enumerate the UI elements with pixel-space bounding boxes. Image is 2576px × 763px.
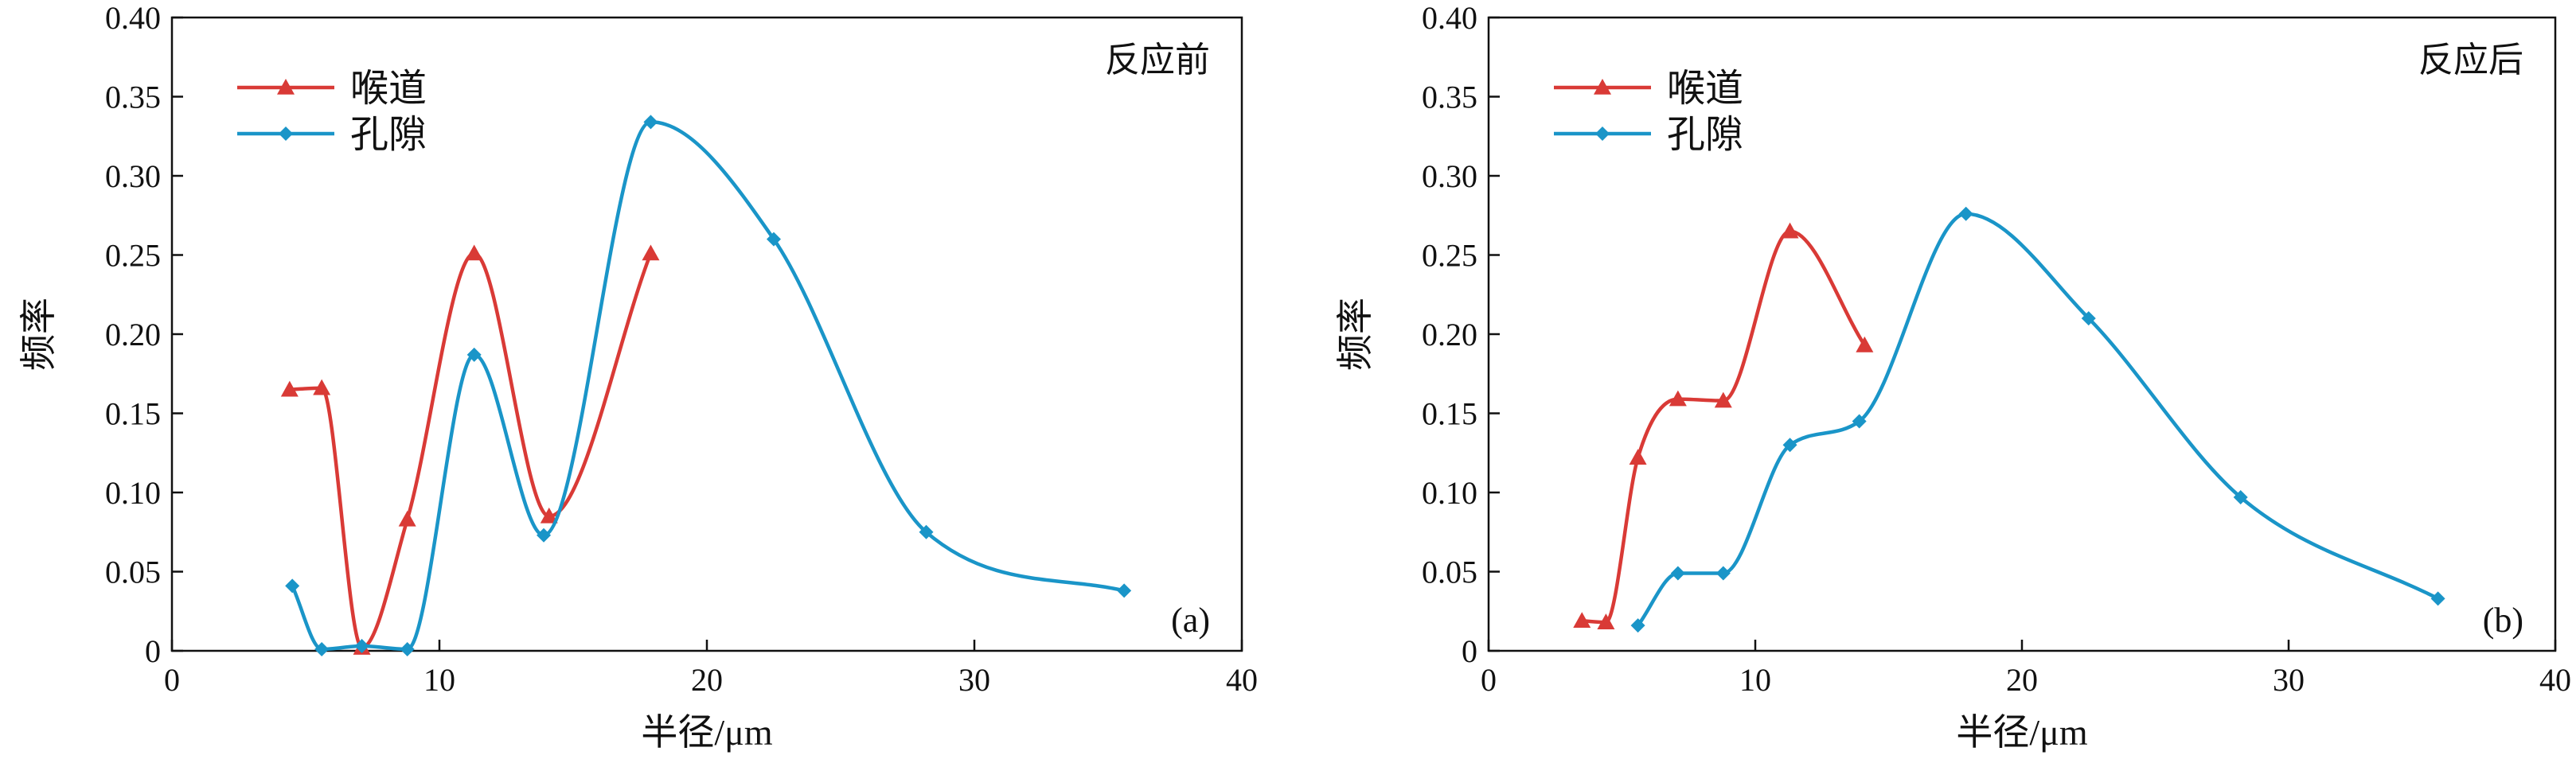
x-tick-label: 20 (2006, 662, 2038, 698)
y-tick-label: 0.10 (105, 475, 161, 511)
data-point-pore (285, 578, 300, 594)
panel-label: (a) (1171, 601, 1210, 640)
panel-label: (b) (2483, 601, 2523, 640)
x-tick-label: 0 (164, 662, 180, 698)
data-point-pore (2081, 311, 2096, 326)
y-tick-label: 0.15 (105, 396, 161, 432)
data-point-throat (1856, 336, 1874, 352)
data-point-throat (1669, 390, 1687, 407)
data-point-pore (1117, 583, 1132, 598)
y-tick-label: 0.20 (105, 317, 161, 352)
data-point-throat (465, 244, 483, 261)
data-point-pore (767, 232, 781, 247)
y-tick-label: 0.15 (1422, 396, 1477, 432)
data-point-throat (1781, 222, 1799, 239)
data-point-throat (313, 379, 331, 395)
y-tick-label: 0.05 (105, 555, 161, 590)
legend-label-pore: 孔隙 (350, 114, 427, 156)
y-tick-label: 0.25 (1422, 238, 1477, 274)
data-point-pore (314, 642, 330, 657)
x-tick-label: 40 (1226, 662, 1258, 698)
x-tick-label: 10 (1739, 662, 1771, 698)
data-point-pore (537, 527, 552, 543)
legend-label-throat: 喉道 (350, 68, 427, 110)
y-tick-label: 0.35 (1422, 80, 1477, 115)
plot-frame (170, 16, 1243, 652)
y-tick-label: 0.35 (105, 80, 161, 115)
x-tick-label: 20 (691, 662, 723, 698)
y-axis-title: 频率 (18, 298, 59, 371)
series-line-throat (1582, 229, 1867, 625)
data-point-pore (919, 524, 934, 539)
data-point-throat (1597, 613, 1615, 629)
series-line-throat (289, 251, 653, 650)
y-tick-label: 0.25 (105, 238, 161, 274)
data-point-pore (466, 347, 482, 362)
data-point-pore (1782, 438, 1797, 453)
data-point-pore (354, 639, 369, 654)
data-point-pore (2233, 489, 2248, 504)
x-axis-title: 半径/μm (1956, 712, 2087, 753)
data-point-pore (1958, 206, 1973, 221)
data-point-pore (1715, 566, 1731, 581)
legend-marker-pore (279, 127, 293, 141)
x-tick-label: 0 (1481, 662, 1497, 698)
legend-marker-throat (1594, 79, 1611, 95)
data-point-throat (1714, 391, 1732, 408)
x-axis-title: 半径/μm (641, 712, 772, 753)
data-point-throat (398, 510, 416, 527)
legend-label-pore: 孔隙 (1667, 114, 1743, 156)
y-tick-label: 0 (145, 633, 161, 669)
legend-marker-throat (277, 79, 295, 95)
x-tick-label: 10 (423, 662, 455, 698)
data-point-pore (400, 642, 415, 657)
x-tick-label: 40 (2539, 662, 2571, 698)
y-tick-label: 0 (1462, 633, 1477, 669)
y-axis-title: 频率 (1335, 298, 1376, 371)
data-point-throat (1629, 449, 1647, 465)
series-line-pore (1636, 212, 2439, 627)
y-tick-label: 0.30 (105, 158, 161, 194)
y-tick-label: 0.10 (1422, 475, 1477, 511)
series-line-pore (291, 120, 1125, 652)
y-tick-label: 0.40 (105, 0, 161, 36)
data-point-pore (1852, 414, 1867, 429)
data-point-pore (643, 115, 658, 130)
data-point-throat (540, 507, 558, 524)
data-point-pore (1630, 618, 1645, 633)
chart-panel-b: 0 10 20 30 40 0 0.05 0.10 0.15 0.20 0.25 0.30 0.35 0.… (1335, 0, 2571, 753)
y-tick-label: 0.40 (1422, 0, 1477, 36)
y-tick-label: 0.20 (1422, 317, 1477, 352)
data-point-throat (1573, 612, 1591, 628)
data-point-throat (280, 380, 299, 397)
x-tick-label: 30 (2273, 662, 2305, 698)
plot-frame (1487, 16, 2557, 652)
y-tick-label: 0.30 (1422, 158, 1477, 194)
condition-annotation: 反应前 (1105, 41, 1210, 80)
legend-marker-pore (1595, 127, 1610, 141)
y-tick-label: 0.05 (1422, 555, 1477, 590)
x-tick-label: 30 (958, 662, 990, 698)
condition-annotation: 反应后 (2418, 41, 2523, 80)
data-point-pore (2430, 591, 2445, 606)
data-point-pore (1670, 566, 1685, 581)
chart-panel-a: 0 10 20 30 40 0 0.05 0.10 0.15 0.20 0.25 0.30 0.35 0.… (18, 0, 1258, 753)
data-point-throat (642, 244, 660, 261)
legend-label-throat: 喉道 (1667, 68, 1743, 110)
